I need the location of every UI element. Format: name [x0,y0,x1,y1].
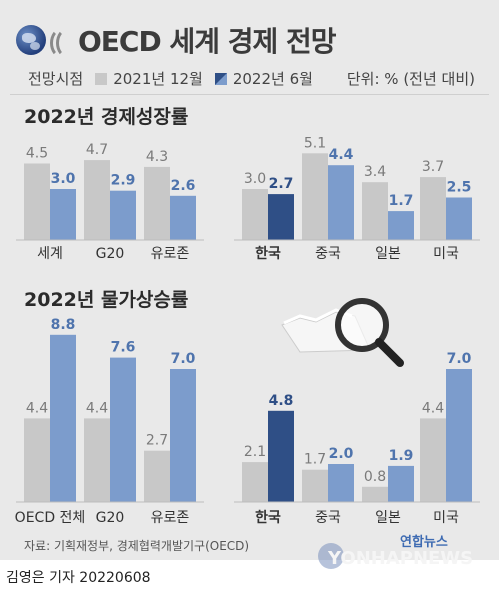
category-label-3: 한국 [255,246,281,262]
legend-swatch-2022 [214,72,227,85]
bar-2022-3 [268,194,294,240]
value-label-2022-3: 2.7 [269,176,294,192]
bar-2022-0 [50,334,76,502]
bar-2021-1 [84,160,110,240]
value-label-2022-5: 1.9 [389,448,414,464]
value-label-2021-6: 4.4 [422,400,444,416]
legend-2022: 2022년 6월 [232,70,313,88]
bar-2022-0 [50,189,76,240]
legend-2021: 2021년 12월 [113,70,203,88]
category-label-2: 유로존 [151,510,190,526]
value-label-2022-1: 2.9 [111,173,136,189]
category-label-1: G20 [96,510,125,526]
oecd-globe-icon [16,25,46,55]
value-label-2022-6: 7.0 [447,351,472,367]
category-label-0: 세계 [37,246,63,262]
yonhap-logo-kr: 연합뉴스 [400,535,448,550]
unit-label: 단위: % (전년 대비) [346,70,475,88]
bar-2021-5 [362,182,388,240]
bar-2021-4 [302,153,328,240]
value-label-2021-3: 2.1 [244,444,266,460]
value-label-2021-2: 4.3 [146,149,168,165]
bar-2022-6 [446,197,472,240]
bar-2021-0 [24,418,50,502]
category-label-0: OECD 전체 [15,510,86,526]
byline: 김영은 기자 20220608 [6,570,151,586]
value-label-2021-5: 3.4 [364,164,386,180]
oecd-arcs-icon [50,25,72,58]
value-label-2021-1: 4.4 [86,400,108,416]
category-label-2: 유로존 [151,246,190,262]
bar-2022-3 [268,410,294,502]
value-label-2022-5: 1.7 [389,193,414,209]
value-label-2022-2: 7.0 [171,351,196,367]
category-label-6: 미국 [433,246,459,262]
yonhap-logo-en: YONHAPNEWS [328,548,474,569]
category-label-6: 미국 [433,510,459,526]
category-label-4: 중국 [315,510,341,526]
bar-2022-2 [170,195,196,240]
title-row: OECD 세계 경제 전망 [16,22,337,58]
bar-2021-4 [302,469,328,502]
magnifier-chart-icon [281,298,404,367]
value-label-2021-0: 4.5 [26,146,48,162]
value-label-2022-4: 4.4 [329,147,354,163]
bar-2021-5 [362,486,388,502]
bar-2022-1 [110,190,136,240]
inflation-chart: 4.4 8.8 OECD 전체 4.4 7.6 G20 2.7 7.0 유로존 2.1 4.8 한국 1… [15,317,480,526]
value-label-2021-3: 3.0 [244,171,266,187]
growth-section-title: 2022년 경제성장률 [24,106,189,128]
value-label-2021-1: 4.7 [86,142,108,158]
bar-2022-2 [170,369,196,502]
value-label-2022-6: 2.5 [447,180,472,196]
bar-2021-0 [24,163,50,240]
value-label-2022-0: 3.0 [51,171,76,187]
category-label-1: G20 [96,246,125,262]
value-label-2021-5: 0.8 [364,469,386,485]
source-note: 자료: 기획재정부, 경제협력개발기구(OECD) [24,539,250,553]
legend-label: 전망시점 [28,70,84,88]
value-label-2022-4: 2.0 [329,446,354,462]
value-label-2021-6: 3.7 [422,159,444,175]
value-label-2022-2: 2.6 [171,178,196,194]
bar-2022-4 [328,464,354,502]
bar-2022-5 [388,211,414,240]
bar-2021-2 [144,450,170,502]
value-label-2022-1: 7.6 [111,340,136,356]
value-label-2022-3: 4.8 [269,393,294,409]
value-label-2021-2: 2.7 [146,433,168,449]
bar-2021-1 [84,418,110,502]
bar-2022-5 [388,465,414,502]
value-label-2021-4: 1.7 [304,452,326,468]
bar-2021-3 [242,189,268,240]
category-label-5: 일본 [375,510,401,526]
bar-2021-6 [420,177,446,240]
category-label-4: 중국 [315,246,341,262]
bar-2022-1 [110,357,136,502]
inflation-section-title: 2022년 물가상승률 [24,289,189,311]
bar-2022-6 [446,369,472,502]
bar-2021-6 [420,418,446,502]
value-label-2021-0: 4.4 [26,400,48,416]
page-title: OECD 세계 경제 전망 [78,25,337,58]
legend: 전망시점 2021년 12월 2022년 6월 [28,68,313,89]
value-label-2022-0: 8.8 [51,317,76,333]
bar-2021-3 [242,462,268,502]
divider [10,94,489,95]
legend-swatch-2021 [95,72,108,85]
bar-2021-2 [144,166,170,240]
bar-2022-4 [328,165,354,240]
category-label-3: 한국 [255,510,281,526]
category-label-5: 일본 [375,246,401,262]
yonhap-logo-icon [318,543,344,569]
value-label-2021-4: 5.1 [304,135,326,151]
